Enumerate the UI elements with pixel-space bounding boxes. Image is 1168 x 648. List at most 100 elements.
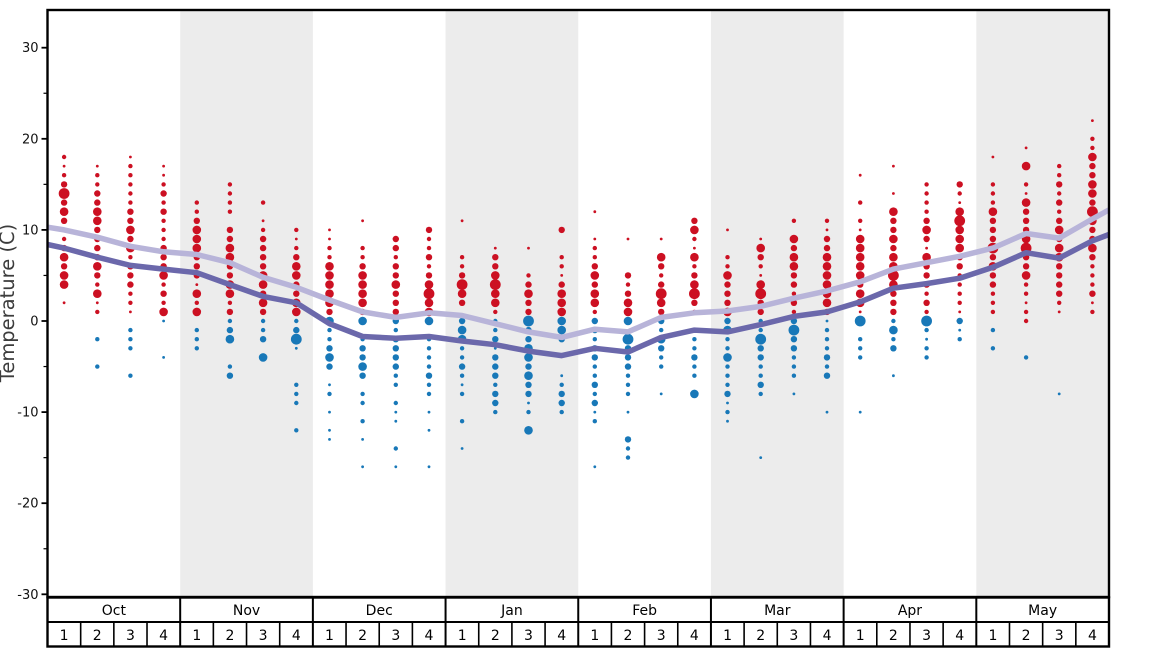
blue-temp-dot	[426, 391, 432, 397]
month-label: Mar	[764, 603, 791, 619]
month-label: Dec	[366, 603, 393, 619]
red-temp-dot	[1024, 192, 1028, 195]
red-temp-dot	[159, 307, 168, 317]
blue-temp-dot	[791, 355, 797, 360]
blue-temp-dot	[128, 346, 133, 351]
red-temp-dot	[93, 289, 102, 299]
red-temp-dot	[392, 272, 399, 279]
blue-temp-dot	[626, 410, 630, 414]
red-temp-dot	[195, 283, 199, 286]
red-temp-dot	[1023, 309, 1029, 315]
red-temp-dot	[128, 200, 133, 205]
red-temp-dot	[128, 182, 133, 187]
blue-temp-dot	[392, 363, 399, 370]
red-temp-dot	[527, 246, 530, 250]
red-temp-dot	[161, 218, 166, 223]
dark-average-line	[46, 231, 1110, 359]
red-temp-dot	[1023, 291, 1029, 296]
blue-temp-dot	[558, 390, 565, 398]
red-temp-dot	[358, 298, 367, 308]
red-temp-dot	[227, 200, 233, 205]
red-temp-dot	[955, 243, 964, 253]
red-temp-dot	[892, 192, 895, 195]
blue-temp-dot	[625, 391, 631, 397]
red-temp-dot	[956, 181, 963, 188]
red-temp-dot	[990, 182, 996, 187]
blue-temp-dot	[492, 390, 499, 398]
blue-temp-dot	[625, 382, 631, 387]
month-shading-bands	[180, 10, 1109, 597]
blue-temp-dot	[358, 316, 367, 326]
blue-temp-dot	[725, 373, 730, 378]
red-temp-dot	[557, 298, 566, 308]
blue-temp-dot	[290, 333, 302, 345]
red-temp-dot	[924, 200, 929, 205]
blue-temp-dot	[723, 353, 732, 362]
blue-temp-dot	[128, 373, 133, 378]
red-temp-dot	[460, 219, 464, 223]
red-temp-dot	[924, 209, 929, 214]
red-temp-dot	[59, 252, 69, 262]
blue-temp-dot	[824, 337, 830, 342]
red-temp-dot	[325, 289, 334, 299]
blue-temp-dot	[625, 446, 631, 451]
red-temp-dot	[60, 217, 68, 224]
red-temp-dot	[1089, 172, 1096, 179]
red-temp-dot	[261, 219, 265, 223]
red-temp-dot	[724, 290, 731, 297]
blue-temp-dot	[459, 419, 465, 424]
blue-temp-dot	[525, 381, 532, 388]
blue-temp-dot	[725, 382, 730, 387]
week-number-label: 1	[192, 628, 201, 644]
blue-temp-dot	[194, 327, 199, 333]
blue-temp-dot	[392, 345, 399, 352]
red-temp-dot	[489, 279, 501, 290]
red-temp-dot	[1056, 263, 1063, 270]
red-temp-dot	[989, 281, 997, 288]
blue-temp-dot	[592, 391, 597, 397]
blue-temp-dot	[1023, 355, 1029, 360]
red-temp-dot	[95, 309, 100, 315]
blue-temp-dot	[691, 354, 698, 361]
red-temp-dot	[1088, 180, 1097, 189]
red-temp-dot	[825, 228, 829, 232]
red-temp-dot	[458, 272, 466, 279]
red-temp-dot	[194, 300, 199, 305]
blue-temp-dot	[459, 391, 465, 397]
red-temp-dot	[423, 288, 435, 300]
red-temp-dot	[227, 191, 233, 196]
week-number-label: 2	[225, 628, 234, 644]
month-band	[976, 10, 1109, 597]
red-temp-dot	[1022, 208, 1030, 215]
red-temp-dot	[823, 244, 831, 252]
red-temp-dot	[759, 274, 763, 277]
red-temp-dot	[60, 263, 68, 270]
red-temp-dot	[557, 307, 566, 317]
blue-temp-dot	[524, 371, 533, 381]
blue-temp-dot	[424, 316, 434, 326]
red-temp-dot	[127, 272, 134, 279]
blue-temp-dot	[990, 327, 996, 333]
average-lines	[46, 207, 1111, 359]
blue-temp-dot	[427, 428, 431, 432]
blue-temp-dot	[128, 337, 133, 342]
blue-temp-dot	[359, 345, 366, 352]
blue-temp-dot	[757, 345, 764, 352]
red-temp-dot	[1090, 136, 1095, 141]
red-temp-dot	[325, 271, 334, 280]
red-temp-dot	[226, 308, 234, 316]
blue-temp-dot	[591, 381, 598, 388]
red-temp-dot	[858, 228, 862, 232]
week-number-label: 2	[889, 628, 898, 644]
blue-temp-dot	[225, 334, 235, 344]
blue-temp-dot	[758, 373, 763, 378]
blue-temp-dot	[525, 390, 532, 398]
blue-temp-dot	[757, 381, 764, 388]
red-temp-dot	[524, 289, 533, 299]
red-temp-dot	[160, 290, 167, 297]
blue-temp-dot	[426, 364, 432, 369]
month-label: Oct	[102, 603, 127, 619]
blue-temp-dot	[227, 318, 233, 324]
red-temp-dot	[327, 255, 332, 260]
red-temp-dot	[989, 235, 997, 243]
